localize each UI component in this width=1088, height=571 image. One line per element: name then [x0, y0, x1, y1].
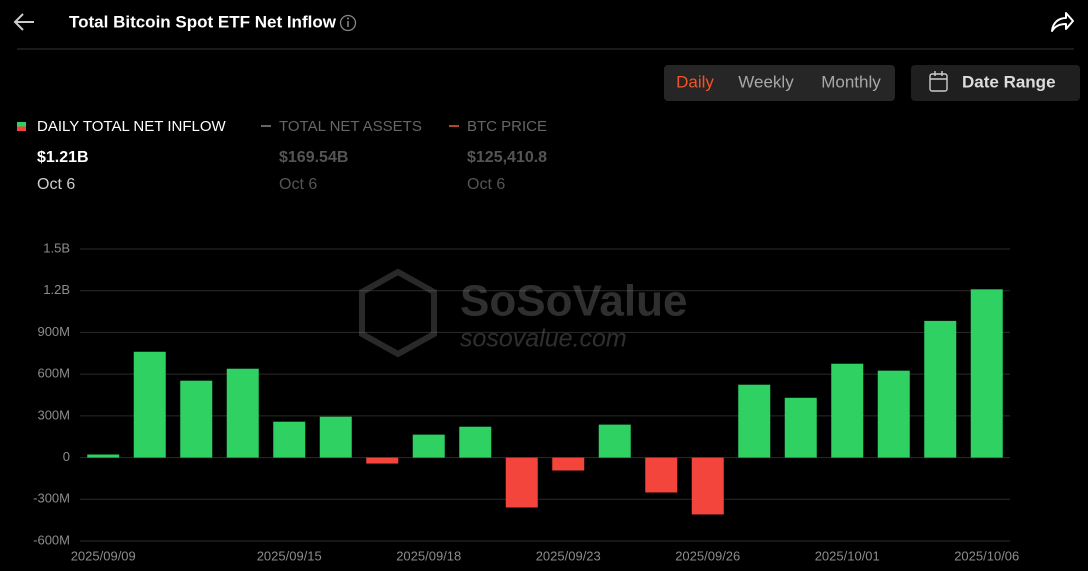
legend-label[interactable]: BTC PRICE	[467, 118, 547, 135]
bar	[738, 384, 771, 458]
x-tick-label: 2025/09/09	[71, 548, 136, 563]
period-toggle	[664, 65, 895, 101]
calendar-icon	[929, 71, 948, 92]
legend-value: $1.21B	[37, 149, 89, 166]
period-tab[interactable]: Daily	[676, 72, 714, 91]
bar	[552, 457, 585, 471]
bar	[319, 416, 352, 458]
date-range-button[interactable]	[911, 65, 1080, 101]
watermark-url: sosovalue.com	[460, 325, 627, 353]
date-range-label: Date Range	[962, 72, 1056, 91]
x-tick-label: 2025/09/26	[675, 548, 740, 563]
x-tick-label: 2025/10/01	[815, 548, 880, 563]
page-title: Total Bitcoin Spot ETF Net Inflow	[69, 12, 337, 31]
watermark-brand: SoSoValue	[460, 277, 687, 326]
bar	[831, 363, 864, 458]
bar	[691, 457, 724, 515]
bar	[645, 457, 678, 493]
chart: -600M -300M 0 300M 600M 900M 1.2B 1.5B 2025/09/0…	[33, 240, 1019, 563]
legend-date: Oct 6	[37, 176, 75, 193]
y-tick-label: 1.5B	[43, 240, 70, 255]
x-tick-label: 2025/09/18	[396, 548, 461, 563]
legend-swatch	[17, 122, 26, 127]
bar	[784, 397, 817, 458]
legend-value: $169.54B	[279, 149, 348, 166]
y-tick-label: 1.2B	[43, 282, 70, 297]
bar	[412, 434, 445, 458]
back-button[interactable]	[13, 13, 34, 31]
y-tick-label: 900M	[37, 324, 70, 339]
bar	[366, 457, 399, 464]
bar	[133, 351, 166, 458]
x-tick-label: 2025/09/23	[536, 548, 601, 563]
bar	[226, 368, 259, 458]
legend-swatch	[17, 126, 26, 131]
period-tab[interactable]: Weekly	[738, 72, 794, 91]
bar	[180, 380, 213, 458]
info-icon[interactable]	[339, 14, 357, 32]
x-tick-label: 2025/10/06	[954, 548, 1019, 563]
period-tab[interactable]: Monthly	[821, 72, 881, 91]
legend-label[interactable]: DAILY TOTAL NET INFLOW	[37, 118, 226, 135]
bar	[459, 426, 492, 458]
y-tick-label: -600M	[33, 532, 70, 547]
y-tick-label: 600M	[37, 366, 70, 381]
legend-value: $125,410.8	[467, 149, 547, 166]
bar	[598, 424, 631, 458]
bar	[87, 454, 120, 458]
y-tick-label: -300M	[33, 491, 70, 506]
bar	[970, 289, 1003, 458]
bar	[877, 370, 910, 458]
watermark: SoSoValue sosovalue.com	[359, 268, 687, 358]
bar	[924, 320, 957, 458]
bar	[505, 457, 538, 508]
legend-date: Oct 6	[467, 176, 505, 193]
y-tick-label: 300M	[37, 407, 70, 422]
share-button[interactable]	[1051, 12, 1074, 32]
y-tick-label: 0	[63, 449, 70, 464]
legend-label[interactable]: TOTAL NET ASSETS	[279, 118, 422, 135]
legend-date: Oct 6	[279, 176, 317, 193]
x-tick-label: 2025/09/15	[257, 548, 322, 563]
bar	[273, 421, 306, 458]
